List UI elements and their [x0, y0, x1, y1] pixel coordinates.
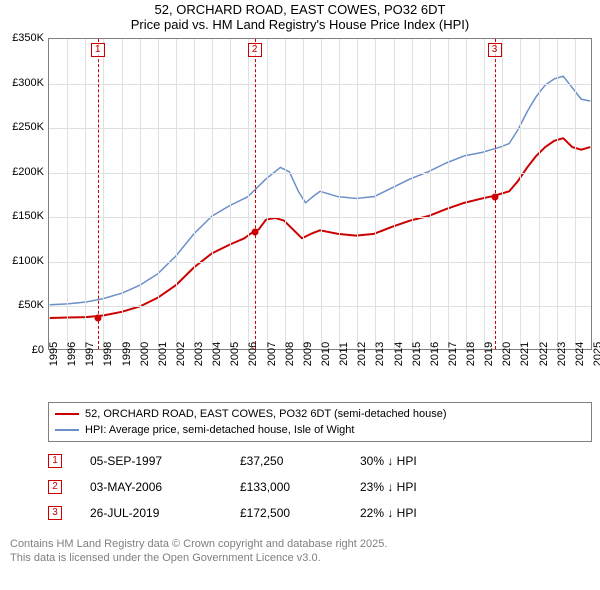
- x-axis-label: 2009: [302, 342, 314, 366]
- sale-row-delta: 22% ↓ HPI: [360, 506, 500, 520]
- sale-marker-box: 2: [248, 43, 262, 57]
- x-axis-label: 2011: [338, 342, 350, 366]
- sale-row-marker: 1: [48, 454, 62, 468]
- x-axis-label: 2006: [247, 342, 259, 366]
- x-axis-label: 2010: [320, 342, 332, 366]
- x-axis-label: 2005: [229, 342, 241, 366]
- x-axis-label: 2002: [175, 342, 187, 366]
- sale-point-dot: [491, 194, 498, 201]
- series-svg: [49, 39, 591, 349]
- sale-marker-line: [255, 39, 256, 349]
- x-axis-label: 2024: [574, 342, 586, 366]
- sale-point-dot: [94, 314, 101, 321]
- x-axis-label: 1999: [121, 342, 133, 366]
- x-axis-label: 2018: [465, 342, 477, 366]
- footer-line-2: This data is licensed under the Open Gov…: [10, 552, 590, 566]
- x-axis-label: 2012: [356, 342, 368, 366]
- x-axis-label: 2003: [193, 342, 205, 366]
- sale-row-date: 03-MAY-2006: [90, 480, 240, 494]
- y-axis-label: £50K: [18, 299, 44, 311]
- title-subtitle: Price paid vs. HM Land Registry's House …: [0, 17, 600, 32]
- sale-row-marker: 2: [48, 480, 62, 494]
- legend-row: 52, ORCHARD ROAD, EAST COWES, PO32 6DT (…: [55, 406, 585, 422]
- legend-swatch: [55, 429, 79, 431]
- sale-marker-line: [98, 39, 99, 349]
- footer: Contains HM Land Registry data © Crown c…: [10, 538, 590, 566]
- x-axis-label: 2015: [411, 342, 423, 366]
- y-axis-label: £0: [32, 344, 44, 356]
- legend-swatch: [55, 413, 79, 415]
- sale-row: 2 03-MAY-2006£133,00023% ↓ HPI: [48, 474, 592, 500]
- legend-label: HPI: Average price, semi-detached house,…: [85, 424, 354, 436]
- chart-container: 52, ORCHARD ROAD, EAST COWES, PO32 6DT P…: [0, 0, 600, 590]
- y-axis-label: £150K: [12, 210, 44, 222]
- x-axis-label: 2025: [592, 342, 600, 366]
- sale-row: 1 05-SEP-1997£37,25030% ↓ HPI: [48, 448, 592, 474]
- sales-table: 1 05-SEP-1997£37,25030% ↓ HPI 2 03-MAY-2006…: [48, 448, 592, 526]
- x-axis-label: 2004: [211, 342, 223, 366]
- x-axis-label: 2013: [374, 342, 386, 366]
- legend-row: HPI: Average price, semi-detached house,…: [55, 422, 585, 438]
- sale-row-price: £133,000: [240, 480, 360, 494]
- x-axis-label: 2007: [266, 342, 278, 366]
- series-price_paid: [50, 138, 591, 318]
- x-axis-label: 2014: [393, 342, 405, 366]
- sale-row-date: 05-SEP-1997: [90, 454, 240, 468]
- x-axis-label: 1995: [48, 342, 60, 366]
- sale-row-price: £37,250: [240, 454, 360, 468]
- x-axis-label: 1997: [84, 342, 96, 366]
- legend-label: 52, ORCHARD ROAD, EAST COWES, PO32 6DT (…: [85, 408, 447, 420]
- x-axis-label: 2023: [556, 342, 568, 366]
- x-axis-label: 2001: [157, 342, 169, 366]
- sale-row-price: £172,500: [240, 506, 360, 520]
- footer-line-1: Contains HM Land Registry data © Crown c…: [10, 538, 590, 552]
- sale-row-date: 26-JUL-2019: [90, 506, 240, 520]
- sale-marker-box: 3: [488, 43, 502, 57]
- x-axis-label: 2017: [447, 342, 459, 366]
- legend: 52, ORCHARD ROAD, EAST COWES, PO32 6DT (…: [48, 402, 592, 442]
- sale-row: 3 26-JUL-2019£172,50022% ↓ HPI: [48, 500, 592, 526]
- x-axis-label: 2016: [429, 342, 441, 366]
- sale-row-delta: 30% ↓ HPI: [360, 454, 500, 468]
- x-axis-label: 2022: [538, 342, 550, 366]
- sale-row-delta: 23% ↓ HPI: [360, 480, 500, 494]
- y-axis-label: £100K: [12, 255, 44, 267]
- x-axis-label: 2019: [483, 342, 495, 366]
- sale-row-marker: 3: [48, 506, 62, 520]
- y-axis-label: £300K: [12, 77, 44, 89]
- sale-point-dot: [251, 229, 258, 236]
- x-axis-label: 1996: [66, 342, 78, 366]
- x-axis-label: 1998: [102, 342, 114, 366]
- x-axis-label: 2000: [139, 342, 151, 366]
- plot-area: 1 2 3: [48, 38, 592, 350]
- y-axis-label: £350K: [12, 32, 44, 44]
- y-axis-label: £200K: [12, 166, 44, 178]
- x-axis-label: 2021: [519, 342, 531, 366]
- x-axis-label: 2008: [284, 342, 296, 366]
- chart: 123 £0£50K£100K£150K£200K£250K£300K£350K…: [0, 38, 600, 398]
- title-block: 52, ORCHARD ROAD, EAST COWES, PO32 6DT P…: [0, 0, 600, 32]
- sale-marker-box: 1: [91, 43, 105, 57]
- x-axis-label: 2020: [501, 342, 513, 366]
- title-address: 52, ORCHARD ROAD, EAST COWES, PO32 6DT: [0, 2, 600, 17]
- y-axis-label: £250K: [12, 121, 44, 133]
